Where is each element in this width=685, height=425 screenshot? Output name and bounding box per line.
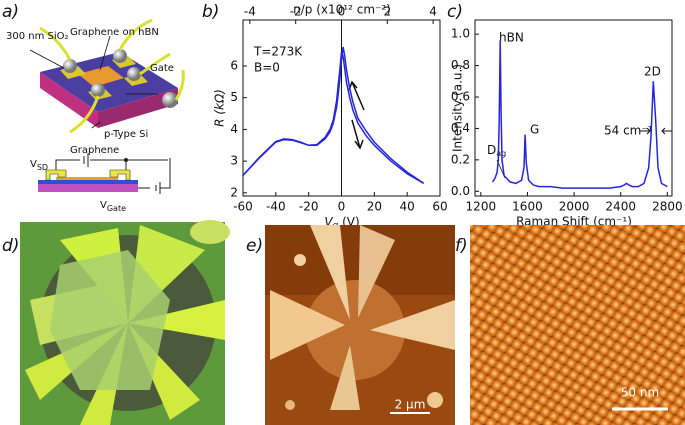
y-tick-label: 0.8 <box>451 58 470 72</box>
x-tick-label: 40 <box>400 200 415 214</box>
top-axis-label: n/p (x10¹² cm⁻²) <box>293 3 391 17</box>
label-main: V <box>100 200 107 211</box>
device-illustration <box>29 18 185 134</box>
y-axis-label: R (kΩ) <box>213 89 227 127</box>
panel-label: b) <box>202 2 219 22</box>
sweep-arrows <box>348 80 365 150</box>
label-main: V <box>30 159 37 170</box>
label: 300 nm SiO₂ <box>6 31 69 42</box>
label-main: D <box>487 143 496 157</box>
y-tick-label: 0.4 <box>451 121 470 135</box>
y-tick-label: 0.0 <box>451 184 470 198</box>
x2-tick-label: -2 <box>290 5 302 19</box>
plot-frame <box>474 19 673 197</box>
panel-label: d) <box>2 236 19 256</box>
x2-tick-label: 4 <box>429 5 437 19</box>
panel-label: e) <box>246 236 263 256</box>
x-tick-label: -20 <box>299 200 319 214</box>
label: Gate <box>150 63 174 74</box>
label-sub: Gate <box>107 204 126 213</box>
x-tick-label: 60 <box>432 200 447 214</box>
x-tick-label: 2400 <box>605 200 636 214</box>
x2-tick-label: 0 <box>338 5 346 19</box>
x-tick-label: 20 <box>367 200 382 214</box>
annotation: hBN <box>499 31 524 45</box>
y-tick-label: 5 <box>230 90 238 104</box>
data-line <box>491 40 668 189</box>
annotation: T=273K <box>253 45 303 59</box>
annotation: Dag <box>487 143 506 158</box>
panel-label: f) <box>455 236 468 256</box>
stm-image <box>470 225 685 425</box>
label: Graphene <box>70 145 119 156</box>
label: VGate <box>100 200 126 213</box>
scale-bar-label: 50 nm <box>621 386 659 400</box>
annotation: B=0 <box>254 61 280 75</box>
afm-image <box>265 225 455 425</box>
x-tick-label: 1200 <box>466 200 497 214</box>
y-tick-label: 0.6 <box>451 90 470 104</box>
annotation: G <box>530 123 539 137</box>
y-axis-label: Intensity (a.u.) <box>451 64 465 152</box>
label: Graphene on hBN <box>70 27 159 38</box>
x-tick-label: -60 <box>233 200 253 214</box>
label: VSD <box>30 159 48 172</box>
y-tick-label: 6 <box>230 58 238 72</box>
y-tick-label: 3 <box>230 154 238 168</box>
label-main: V <box>324 215 333 229</box>
y-tick-label: 2 <box>230 185 238 199</box>
label: p-Type Si <box>104 129 148 140</box>
x-tick-label: 2000 <box>559 200 590 214</box>
x-tick-label: 0 <box>338 200 346 214</box>
annotation: 2D <box>644 65 661 79</box>
data-line <box>242 46 425 184</box>
y-tick-label: 4 <box>230 122 238 136</box>
y-tick-label: 0.2 <box>451 152 470 166</box>
y-tick-label: 1.0 <box>451 27 470 41</box>
circuit-schematic <box>38 153 171 194</box>
scale-bar-label: 2 μm <box>395 398 426 412</box>
annotation: 54 cm⁻¹ <box>604 124 653 138</box>
x-tick-label: 1600 <box>512 200 543 214</box>
x2-tick-label: 2 <box>383 5 391 19</box>
panel-label: c) <box>447 2 463 22</box>
label-sub: SD <box>37 163 48 172</box>
x-tick-label: 2800 <box>652 200 683 214</box>
x2-tick-label: -4 <box>244 5 256 19</box>
fwhm-arrows <box>640 127 672 135</box>
optical-image <box>20 220 230 425</box>
x-tick-label: -40 <box>266 200 286 214</box>
panel-label: a) <box>2 2 19 22</box>
